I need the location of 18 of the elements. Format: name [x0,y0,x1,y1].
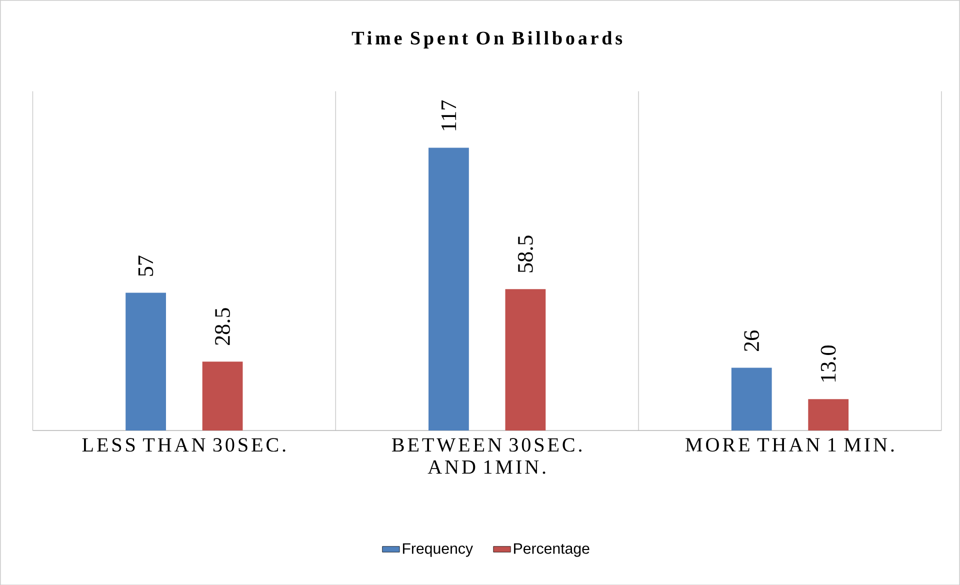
bar [731,367,772,430]
bar [126,292,166,430]
bar [808,398,849,430]
bar [505,288,546,430]
data-label: 28.5 [215,308,230,345]
data-label: 13.0 [820,345,836,382]
data-label: 57 [138,255,154,276]
bar [428,148,469,430]
chart-title: Time Spent On Billboards [352,30,622,48]
legend-label: Percentage [514,543,590,557]
x-tick-label: BETWEEN 30SEC. AND 1MIN. [392,438,582,474]
data-label: 26 [744,330,760,351]
bar [202,361,243,430]
data-label: 58.5 [518,235,533,272]
legend-label: Frequency [402,543,473,557]
x-tick-label: LESS THAN 30SEC. [82,438,286,452]
data-label: 117 [441,100,456,130]
x-tick-label: MORE THAN 1 MIN. [686,438,894,452]
